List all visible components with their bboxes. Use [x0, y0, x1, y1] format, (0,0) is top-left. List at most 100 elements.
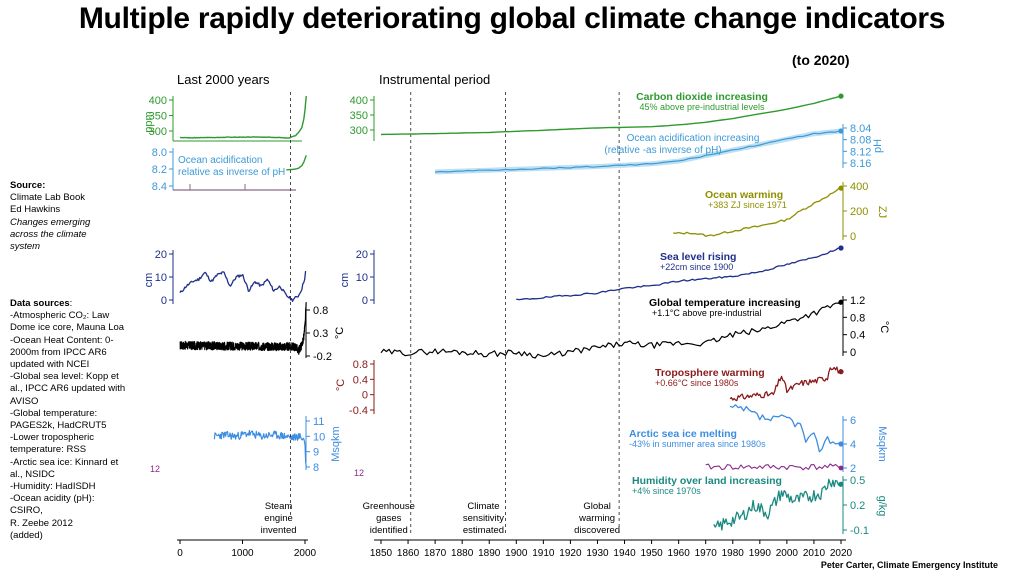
co2-2000y-tick-label: 350 — [149, 111, 167, 123]
ice-2000y-line — [213, 429, 307, 468]
x-tick-label-inst: 1990 — [749, 548, 772, 559]
x-tick-label-inst: 1870 — [424, 548, 447, 559]
data-source-line: CSIRO, — [10, 505, 43, 517]
x-tick-label-inst: 1970 — [695, 548, 718, 559]
sl-2000y-tick-label: 0 — [161, 295, 167, 307]
source-heading: Source: — [10, 180, 46, 191]
data-source-line: -Global temperature: — [10, 407, 98, 419]
x-tick-label-inst: 1920 — [559, 548, 582, 559]
series-title: Global temperature increasing — [649, 297, 801, 309]
series-note: 45% above pre-industrial levels — [639, 102, 765, 112]
data-source-line: (added) — [10, 529, 43, 541]
ph-endpoint — [838, 128, 844, 134]
ow-tick-label: 200 — [850, 206, 868, 218]
co2-endpoint — [838, 93, 844, 99]
x-tick-label-inst: 1960 — [668, 548, 691, 559]
x-tick-label-inst: 1900 — [505, 548, 528, 559]
ice-endpoint — [838, 441, 844, 447]
cut-series-endpoint — [838, 465, 844, 471]
co2-2000y-line — [179, 96, 307, 139]
ice-2000y-tick-label: 9 — [313, 447, 319, 459]
tropo-endpoint — [838, 369, 844, 375]
ice-inst-line — [729, 404, 842, 453]
sl-inst-tick-label: 10 — [356, 272, 368, 284]
tropo-tick-label: 0 — [362, 390, 368, 402]
data-source-line: updated with NCEI — [10, 359, 90, 371]
hum-tick-label: 0.5 — [850, 475, 865, 487]
event-label: identified — [370, 525, 408, 536]
ice-inst-tick-label: 6 — [850, 415, 856, 427]
x-tick-label-inst: 1930 — [586, 548, 609, 559]
sl-inst-tick-label: 0 — [362, 295, 368, 307]
sl-2000y-tick-label: 20 — [155, 249, 167, 261]
data-sources-block: Data sources: -Atmospheric CO₂: Law Dome… — [10, 298, 126, 541]
source-line: Climate Lab Book — [10, 192, 85, 204]
x-tick-label-inst: 2020 — [830, 548, 853, 559]
tropo-line — [729, 366, 842, 402]
ice-2000y-tick-label: 10 — [313, 431, 325, 443]
data-source-line: -Arctic sea ice: Kinnard et — [10, 456, 119, 468]
ow-unit: ZJ — [876, 206, 888, 218]
series-note: +4% since 1970s — [632, 486, 701, 496]
ph-unit: pH — [872, 139, 884, 153]
sl-inst-line — [516, 247, 842, 301]
x-tick-label-2000y: 0 — [177, 548, 183, 559]
hum-unit: g/kg — [876, 496, 888, 517]
data-source-line: al., IPCC AR6 updated with — [10, 383, 126, 395]
tropo-tick-label: 0.4 — [353, 374, 368, 386]
sl-unit: cm — [143, 273, 155, 288]
ice-inst-unit: Msqkm — [876, 426, 888, 461]
ph-inst-tick-label: 8.08 — [850, 135, 871, 147]
series-title: Ocean acidification increasing — [627, 133, 760, 144]
x-tick-label-2000y: 2000 — [294, 548, 317, 559]
panel-heading: Last 2000 years — [177, 72, 270, 87]
ice-inst-tick-label: 4 — [850, 439, 856, 451]
sl-inst-tick-label: 20 — [356, 249, 368, 261]
cut-tick-label: 12 — [150, 464, 160, 474]
ice-unit: Msqkm — [330, 426, 342, 461]
ph-label: Ocean acidification — [178, 155, 263, 166]
series-note: -43% in summer area since 1980s — [629, 439, 766, 449]
temp-inst-tick-label: 0 — [850, 347, 856, 359]
x-tick-label-inst: 1910 — [532, 548, 555, 559]
series-title: Sea level rising — [660, 251, 736, 263]
ow-tick-label: 0 — [850, 231, 856, 243]
temp-2000y-tick-label: 0.3 — [313, 328, 328, 340]
sl-inst-unit: cm — [339, 273, 351, 288]
event-label: sensitivity — [463, 513, 504, 524]
credit-line: Peter Carter, Climate Emergency Institut… — [820, 560, 998, 570]
hum-tick-label: -0.1 — [850, 525, 869, 537]
data-source-line: -Ocean acidity (pH): — [10, 493, 95, 505]
panel-heading: Instrumental period — [379, 72, 490, 87]
data-source-line: -Ocean Heat Content: 0- — [10, 334, 114, 346]
temp-unit: °C — [334, 327, 346, 339]
sl-endpoint — [838, 245, 844, 251]
data-source-line: R. Zeebe 2012 — [10, 517, 73, 529]
data-source-line: -Lower tropospheric — [10, 432, 94, 444]
event-label: discovered — [574, 525, 620, 536]
series-note: +0.66°C since 1980s — [655, 378, 739, 388]
ph-inst-tick-label: 8.04 — [850, 123, 871, 135]
tropo-unit: °C — [335, 379, 347, 391]
x-tick-label-inst: 1980 — [722, 548, 745, 559]
temp-inst-tick-label: 0.4 — [850, 330, 865, 342]
temp-inst-tick-label: 0.8 — [850, 312, 865, 324]
event-label: warming — [578, 513, 615, 524]
ph-label: relative as inverse of pH — [178, 167, 285, 178]
data-source-line: 2000m from IPCC AR6 — [10, 346, 107, 358]
ph-2000y-line — [286, 155, 307, 171]
data-source-line: -Humidity: HadISDH — [10, 481, 96, 493]
co2-unit: ppm — [143, 111, 155, 132]
co2-inst-line — [380, 95, 842, 136]
cut-series-line — [705, 463, 842, 471]
series-title: Ocean warming — [705, 189, 783, 201]
ow-tick-label: 400 — [850, 181, 868, 193]
source-block: Source: Climate Lab Book Ed Hawkins Chan… — [10, 180, 150, 253]
temp-inst-tick-label: 1.2 — [850, 295, 865, 307]
data-source-line: temperature: RSS — [10, 444, 87, 456]
ph-2000y-tick-label: 8.0 — [152, 147, 167, 159]
tropo-tick-label: 0.8 — [353, 359, 368, 371]
ph-inst-tick-label: 8.12 — [850, 146, 871, 158]
ice-2000y-tick-label: 11 — [313, 416, 324, 428]
